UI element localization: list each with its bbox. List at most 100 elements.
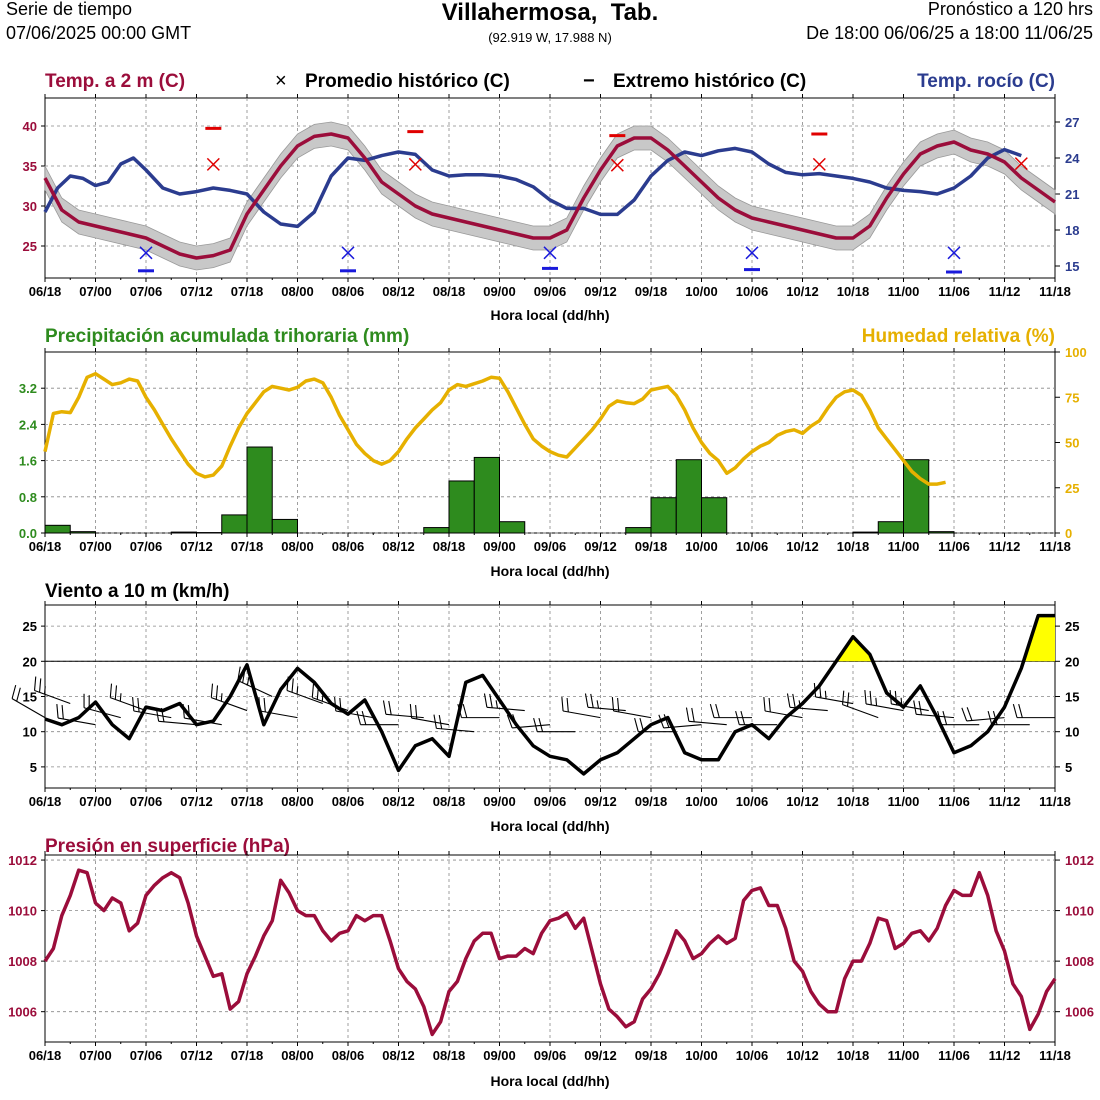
precip-bar: [44, 524, 71, 534]
wind-xtick-label: 11/00: [888, 794, 920, 809]
wind-barb: [763, 697, 803, 719]
plot-area: 06/18 07/00 07/06 07/12 07/18 08/00 08/06 08/12…: [8, 94, 1094, 1063]
pressure-r-ytick-label: 1010: [1065, 904, 1094, 919]
dewpoint-line: [43, 146, 1022, 229]
precip-bar: [170, 531, 197, 534]
pressure-xtick-label: 11/06: [938, 1048, 970, 1063]
wind-barb-shaft: [688, 720, 727, 726]
wind-xtick-label: 08/06: [332, 794, 365, 809]
wind-barb: [210, 683, 248, 712]
temp-ytick-label: 30: [23, 199, 37, 214]
wind-barb: [409, 704, 450, 726]
wind-barb-feather: [942, 710, 948, 725]
wind-barb: [685, 707, 727, 726]
wind-barb-feather: [617, 697, 620, 712]
wind-barb-feather: [415, 704, 418, 720]
wind-barb: [634, 718, 677, 733]
wind-barb: [937, 710, 980, 726]
precip-xtick-label: 10/18: [837, 539, 870, 554]
header-coords: (92.919 W, 17.988 N): [488, 30, 612, 45]
temp-xtick-label: 08/18: [433, 284, 466, 299]
wind-barb-feather: [38, 678, 42, 693]
wind-barb-shaft: [286, 690, 323, 705]
wind-barb-feather: [709, 703, 715, 718]
precip-xtick-label: 07/18: [231, 539, 264, 554]
wind-barb-feather: [114, 685, 118, 700]
temp-uncertainty-band: [44, 121, 1056, 271]
temp-xtick-label: 11/00: [888, 284, 920, 299]
wind-barb: [709, 703, 752, 719]
wind-barb-shaft: [865, 703, 904, 712]
pressure-axes: 06/18 07/00 07/06 07/12 07/18 08/00 08/06 08/12…: [29, 851, 1071, 1063]
wind-barb-feather: [900, 697, 903, 706]
wind-barb-feather: [438, 714, 443, 729]
precip-xtick-label: 07/06: [130, 539, 163, 554]
wind-barb: [334, 697, 374, 719]
wind-barb: [561, 697, 601, 719]
wind-ytick-label: 5: [30, 760, 37, 775]
wind-barb-feather: [763, 697, 766, 712]
wind-barb-feather: [768, 697, 771, 712]
wind-barb-feather: [966, 707, 973, 721]
wind-barb-feather: [740, 710, 746, 725]
wind-barb-feather: [824, 690, 827, 699]
wind-r-ytick-label: 25: [1065, 619, 1079, 634]
pressure-xaxis-label: Hora local (dd/hh): [491, 1073, 610, 1089]
wind-xtick-label: 07/12: [180, 794, 213, 809]
wind-barb-feather: [538, 718, 544, 732]
wind-barb-shaft: [789, 706, 828, 712]
wind-barb-feather: [869, 690, 872, 705]
pressure-xtick-label: 09/00: [483, 1048, 516, 1063]
wind-xtick-label: 09/00: [483, 794, 516, 809]
wind-xtick-label: 07/06: [130, 794, 163, 809]
pressure-xtick-label: 07/18: [231, 1048, 264, 1063]
hist-avg-dew-marker: [543, 246, 557, 260]
precip-xtick-label: 10/06: [736, 539, 769, 554]
wind-barb: [457, 703, 500, 719]
wind-barb: [286, 676, 323, 705]
wind-barb: [864, 689, 904, 712]
precip-bar: [271, 518, 298, 534]
wind-barb-feather: [798, 700, 802, 709]
wind-barb-feather: [691, 707, 695, 722]
wind-barb-feather: [533, 718, 538, 732]
precip-xtick-label: 08/06: [332, 539, 365, 554]
wind-barb-shaft: [587, 706, 626, 712]
precip-xtick-label: 10/00: [685, 539, 718, 554]
wind-barb: [786, 693, 828, 712]
wind-barb: [33, 676, 71, 705]
header-forecast-period: De 18:00 06/06/25 a 18:00 11/06/25: [806, 23, 1093, 43]
wind-xtick-label: 08/18: [433, 794, 466, 809]
wind-ytick-label: 10: [23, 725, 37, 740]
precip-bar: [246, 446, 273, 534]
precip-xtick-label: 08/00: [281, 539, 314, 554]
temp-xaxis-label: Hora local (dd/hh): [491, 307, 610, 323]
pressure-r-ytick-label: 1008: [1065, 954, 1094, 969]
temp-xtick-label: 06/18: [29, 284, 62, 299]
wind-exceedance-fill: [836, 636, 873, 662]
wind-barb-feather: [258, 697, 261, 712]
hist-avg-dew-marker: [947, 246, 961, 260]
temp-xtick-label: 08/00: [281, 284, 314, 299]
wind-barb-feather: [246, 676, 250, 686]
wind-barb-feather: [137, 697, 140, 712]
pressure-xtick-label: 09/06: [534, 1048, 567, 1063]
legend-ext-label: Extremo histórico (C): [613, 71, 806, 92]
wind-barb-feather: [1012, 703, 1018, 718]
wind-barb-feather: [388, 700, 392, 715]
temp-panel-title: Temp. a 2 m (C): [45, 71, 185, 92]
pressure-xtick-label: 10/18: [837, 1048, 870, 1063]
wind-barb-shaft: [562, 710, 601, 719]
legend-ext-symbol: −: [583, 70, 595, 92]
precip-xaxis-label: Hora local (dd/hh): [491, 563, 610, 579]
wind-barb-feather: [296, 686, 299, 695]
wind-xtick-label: 10/06: [736, 794, 769, 809]
wind-xtick-label: 11/06: [938, 794, 970, 809]
wind-ytick-label: 20: [23, 654, 37, 669]
precip-xtick-label: 11/06: [938, 539, 970, 554]
wind-barb-feather: [918, 700, 922, 715]
pressure-xtick-label: 09/12: [584, 1048, 617, 1063]
wind-barb-feather: [937, 710, 942, 725]
page-title: Villahermosa, Tab.: [442, 0, 659, 26]
